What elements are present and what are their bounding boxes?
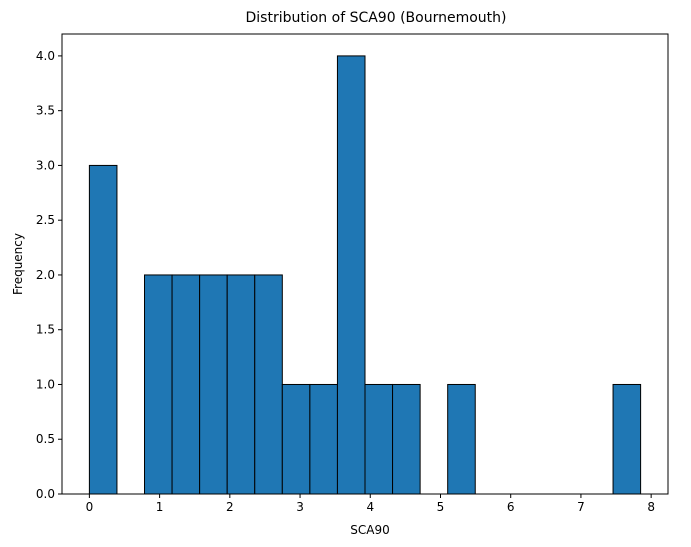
x-tick-label: 5	[437, 500, 445, 514]
chart-title: Distribution of SCA90 (Bournemouth)	[246, 10, 507, 26]
y-tick-label: 2.0	[36, 268, 55, 282]
histogram-bar	[144, 274, 173, 495]
histogram-bar	[364, 383, 394, 495]
y-axis-ticks: 0.0 0.5 1.0 1.5 2.0 2.5 3.0 3.5 4.0	[36, 49, 62, 501]
x-tick-label: 3	[296, 500, 304, 514]
histogram-bar	[336, 55, 366, 495]
histogram-bar	[612, 383, 642, 495]
x-tick-label: 8	[647, 500, 655, 514]
x-axis-ticks: 0 1 2 3 4 5 6 7 8	[86, 494, 655, 514]
y-tick-label: 1.5	[36, 323, 55, 337]
histogram-bar	[281, 383, 311, 495]
y-tick-label: 0.5	[36, 432, 55, 446]
x-tick-label: 6	[507, 500, 515, 514]
histogram-bar	[309, 383, 338, 495]
y-tick-label: 3.0	[36, 158, 55, 172]
y-tick-label: 4.0	[36, 49, 55, 63]
histogram-bar	[199, 274, 228, 495]
histogram-bar	[171, 274, 201, 495]
histogram-bar	[88, 164, 118, 495]
x-tick-label: 4	[366, 500, 374, 514]
x-tick-label: 0	[86, 500, 94, 514]
y-tick-label: 1.0	[36, 377, 55, 391]
y-axis-title: Frequency	[11, 233, 25, 295]
histogram-bar	[447, 383, 476, 495]
x-tick-label: 7	[577, 500, 585, 514]
y-tick-label: 2.5	[36, 213, 55, 227]
x-tick-label: 2	[226, 500, 234, 514]
plot-frame	[61, 33, 669, 495]
y-tick-label: 3.5	[36, 104, 55, 118]
histogram-bar	[392, 383, 421, 495]
x-axis-title: SCA90	[350, 523, 389, 537]
x-tick-label: 1	[156, 500, 164, 514]
y-tick-label: 0.0	[36, 487, 55, 501]
histogram-bar	[226, 274, 256, 495]
histogram-bar	[254, 274, 283, 495]
bars-group	[88, 55, 642, 495]
